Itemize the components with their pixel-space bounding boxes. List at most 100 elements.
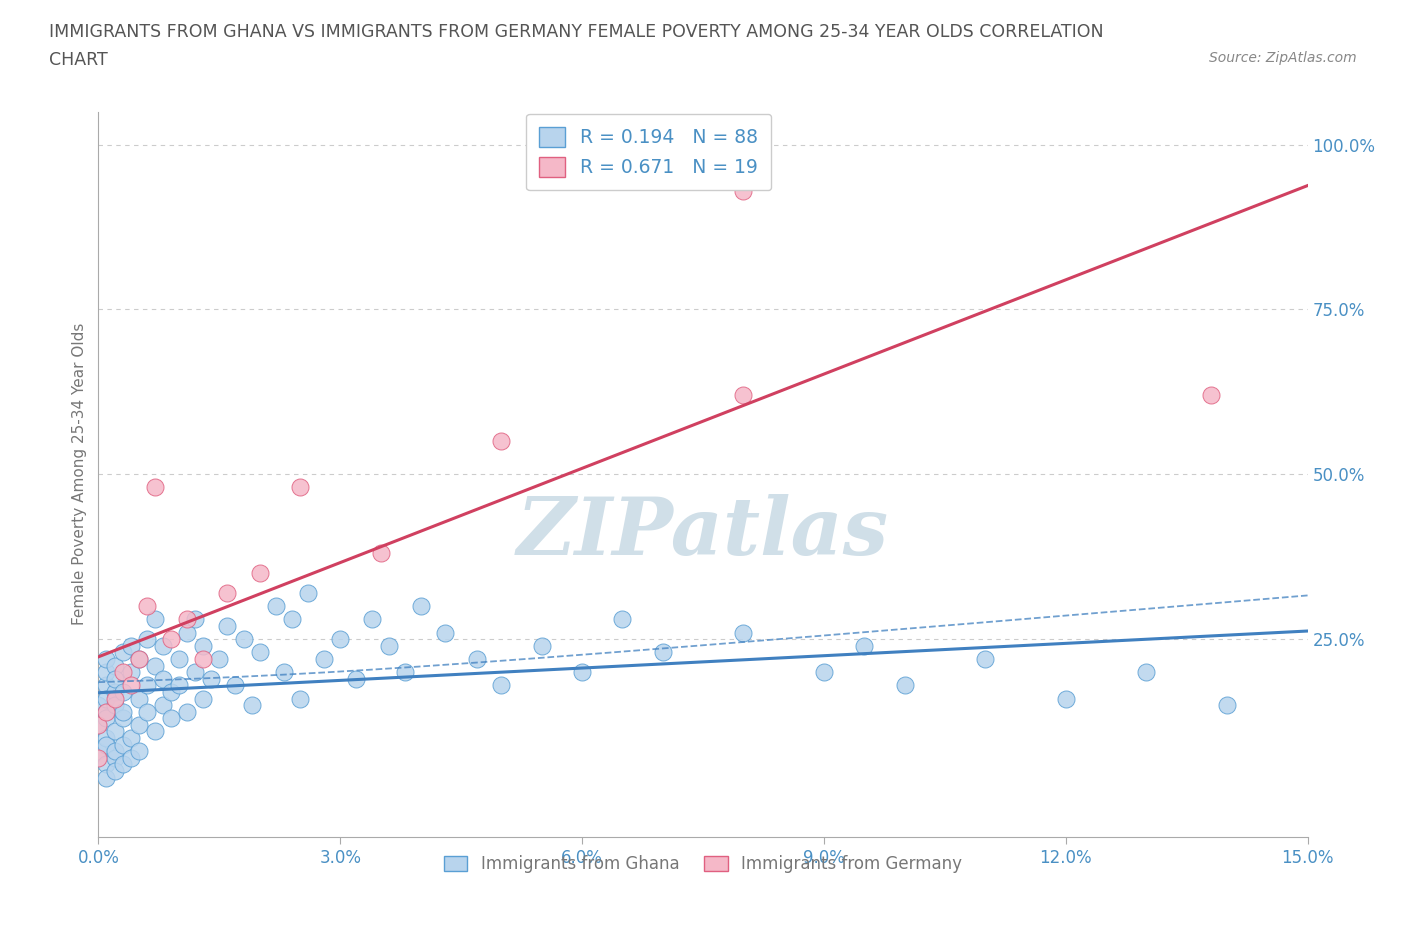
Point [143, 480, 166, 495]
Point [103, 744, 125, 759]
Point [120, 638, 142, 653]
Point [87, 751, 110, 765]
Point [135, 704, 157, 719]
Text: CHART: CHART [49, 51, 108, 69]
Point [217, 586, 239, 601]
Point [152, 671, 174, 686]
Point [193, 652, 215, 667]
Point [103, 764, 125, 778]
Point [96, 704, 118, 719]
Point [120, 678, 142, 693]
Point [370, 546, 392, 561]
Point [160, 631, 183, 646]
Text: IMMIGRANTS FROM GHANA VS IMMIGRANTS FROM GERMANY FEMALE POVERTY AMONG 25-34 YEAR: IMMIGRANTS FROM GHANA VS IMMIGRANTS FROM… [49, 23, 1104, 41]
Point [184, 665, 207, 680]
Point [111, 757, 134, 772]
Point [361, 612, 384, 627]
Point [111, 665, 134, 680]
Point [733, 388, 755, 403]
Point [128, 744, 150, 759]
Point [571, 665, 593, 680]
Point [96, 731, 118, 746]
Point [152, 698, 174, 712]
Point [288, 691, 311, 706]
Point [217, 618, 239, 633]
Point [184, 612, 207, 627]
Point [273, 665, 295, 680]
Point [377, 638, 399, 653]
Point [103, 724, 125, 739]
Point [651, 644, 673, 659]
Point [853, 638, 876, 653]
Point [128, 652, 150, 667]
Point [87, 717, 110, 732]
Point [96, 691, 118, 706]
Point [465, 652, 488, 667]
Point [128, 717, 150, 732]
Point [394, 665, 416, 680]
Point [434, 625, 457, 640]
Point [491, 434, 513, 449]
Point [167, 652, 190, 667]
Point [240, 698, 263, 712]
Point [409, 599, 432, 614]
Point [160, 711, 183, 725]
Point [249, 565, 271, 580]
Point [128, 652, 150, 667]
Point [176, 612, 198, 627]
Point [200, 671, 222, 686]
Point [103, 751, 125, 765]
Point [813, 665, 835, 680]
Point [87, 698, 110, 712]
Point [87, 717, 110, 732]
Point [120, 731, 142, 746]
Text: ZIPatlas: ZIPatlas [517, 494, 889, 571]
Point [314, 652, 336, 667]
Point [491, 678, 513, 693]
Point [120, 751, 142, 765]
Point [128, 691, 150, 706]
Point [143, 724, 166, 739]
Point [111, 737, 134, 752]
Point [733, 183, 755, 198]
Point [288, 480, 311, 495]
Point [530, 638, 553, 653]
Point [281, 612, 304, 627]
Point [135, 599, 157, 614]
Point [297, 586, 319, 601]
Point [143, 658, 166, 673]
Point [103, 684, 125, 699]
Point [103, 698, 125, 712]
Point [103, 658, 125, 673]
Point [1199, 388, 1222, 403]
Point [612, 612, 634, 627]
Point [176, 625, 198, 640]
Point [96, 704, 118, 719]
Point [120, 665, 142, 680]
Point [167, 678, 190, 693]
Point [1054, 691, 1077, 706]
Point [893, 678, 915, 693]
Point [329, 631, 352, 646]
Point [87, 744, 110, 759]
Point [264, 599, 287, 614]
Point [103, 671, 125, 686]
Point [1216, 698, 1239, 712]
Point [1135, 665, 1157, 680]
Point [96, 678, 118, 693]
Point [96, 711, 118, 725]
Point [160, 684, 183, 699]
Legend: Immigrants from Ghana, Immigrants from Germany: Immigrants from Ghana, Immigrants from G… [437, 848, 969, 880]
Point [96, 665, 118, 680]
Y-axis label: Female Poverty Among 25-34 Year Olds: Female Poverty Among 25-34 Year Olds [72, 323, 87, 626]
Point [232, 631, 254, 646]
Point [733, 625, 755, 640]
Point [176, 704, 198, 719]
Point [111, 684, 134, 699]
Point [103, 691, 125, 706]
Point [152, 638, 174, 653]
Point [111, 704, 134, 719]
Point [193, 691, 215, 706]
Point [96, 652, 118, 667]
Point [193, 638, 215, 653]
